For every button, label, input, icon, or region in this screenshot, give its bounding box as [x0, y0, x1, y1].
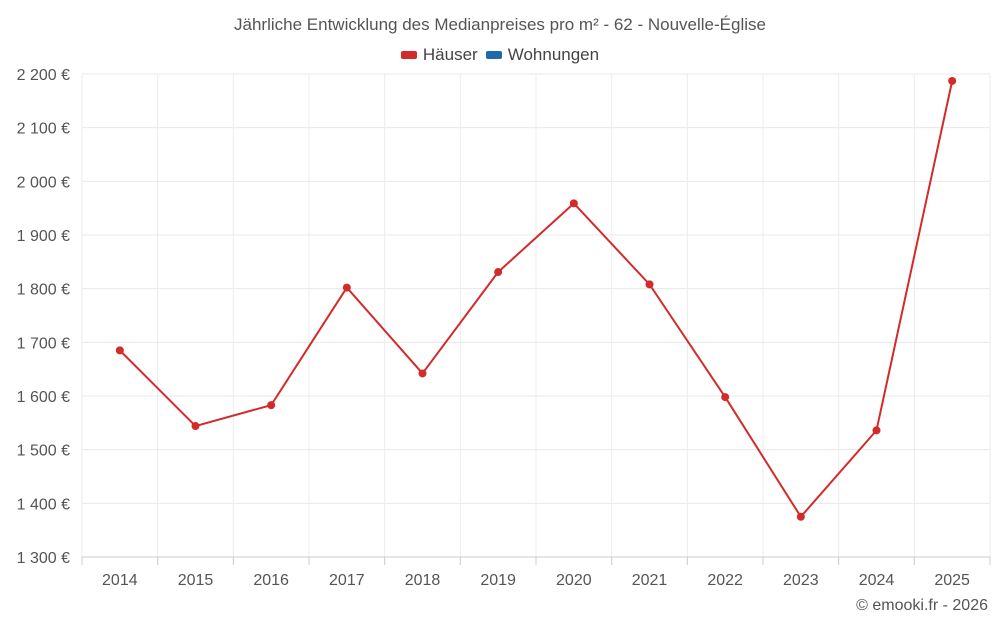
- data-point[interactable]: [494, 268, 503, 277]
- x-tick-label: 2025: [934, 572, 970, 589]
- x-tick-label: 2019: [480, 572, 516, 589]
- series-layer: [115, 76, 957, 521]
- x-tick-label: 2024: [859, 572, 895, 589]
- data-point[interactable]: [569, 199, 578, 208]
- x-tick-label: 2023: [783, 572, 819, 589]
- y-tick-label: 2 000 €: [17, 174, 70, 191]
- legend-label-haeuser: Häuser: [422, 45, 478, 64]
- data-point[interactable]: [115, 346, 124, 355]
- x-tick-label: 2018: [405, 572, 441, 589]
- x-tick-label: 2021: [632, 572, 668, 589]
- credit-text: © emooki.fr - 2026: [856, 597, 988, 614]
- y-tick-label: 1 900 €: [17, 228, 70, 245]
- x-tick-label: 2015: [178, 572, 214, 589]
- x-tick-label: 2017: [329, 572, 365, 589]
- data-point[interactable]: [645, 280, 654, 289]
- data-point[interactable]: [948, 76, 957, 85]
- data-point[interactable]: [267, 401, 276, 410]
- data-point[interactable]: [191, 422, 200, 431]
- legend-swatch-haeuser: [400, 51, 417, 59]
- data-point[interactable]: [721, 393, 730, 402]
- y-tick-label: 1 400 €: [17, 496, 70, 513]
- y-tick-label: 2 200 €: [17, 67, 70, 84]
- y-tick-label: 1 500 €: [17, 443, 70, 460]
- legend: Häuser Wohnungen: [0, 45, 1000, 65]
- legend-swatch-wohnungen: [485, 51, 502, 59]
- y-tick-label: 1 800 €: [17, 282, 70, 299]
- legend-item-haeuser[interactable]: Häuser: [400, 45, 478, 65]
- x-tick-label: 2022: [707, 572, 743, 589]
- y-tick-label: 2 100 €: [17, 121, 70, 138]
- grid: [81, 73, 991, 558]
- axes: 1 300 € 1 400 € 1 500 € 1 600 € 1 700 € 1 800…: [17, 67, 991, 589]
- data-point[interactable]: [872, 426, 881, 435]
- x-tick-label: 2016: [253, 572, 289, 589]
- chart-title: Jährliche Entwicklung des Medianpreises …: [234, 15, 766, 34]
- y-tick-label: 1 300 €: [17, 550, 70, 567]
- series-line: [119, 80, 954, 518]
- legend-item-wohnungen[interactable]: Wohnungen: [485, 45, 600, 65]
- data-point[interactable]: [418, 369, 427, 378]
- legend-label-wohnungen: Wohnungen: [507, 45, 600, 64]
- data-point[interactable]: [796, 512, 805, 521]
- y-tick-label: 1 600 €: [17, 389, 70, 406]
- data-point[interactable]: [342, 283, 351, 292]
- x-tick-label: 2014: [102, 572, 138, 589]
- y-tick-label: 1 700 €: [17, 335, 70, 352]
- x-tick-label: 2020: [556, 572, 592, 589]
